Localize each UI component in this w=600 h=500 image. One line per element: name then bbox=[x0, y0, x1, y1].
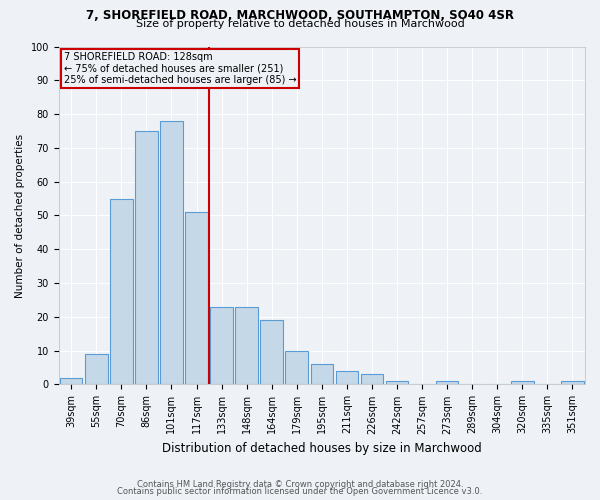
Bar bbox=[511, 381, 533, 384]
Bar bbox=[335, 371, 358, 384]
Bar bbox=[160, 121, 183, 384]
Text: Contains public sector information licensed under the Open Government Licence v3: Contains public sector information licen… bbox=[118, 487, 482, 496]
Bar bbox=[60, 378, 82, 384]
Bar bbox=[110, 198, 133, 384]
Bar bbox=[561, 381, 584, 384]
Bar bbox=[135, 131, 158, 384]
Text: 7 SHOREFIELD ROAD: 128sqm
← 75% of detached houses are smaller (251)
25% of semi: 7 SHOREFIELD ROAD: 128sqm ← 75% of detac… bbox=[64, 52, 296, 85]
Bar bbox=[286, 350, 308, 384]
Y-axis label: Number of detached properties: Number of detached properties bbox=[15, 134, 25, 298]
Text: 7, SHOREFIELD ROAD, MARCHWOOD, SOUTHAMPTON, SO40 4SR: 7, SHOREFIELD ROAD, MARCHWOOD, SOUTHAMPT… bbox=[86, 9, 514, 22]
Bar bbox=[185, 212, 208, 384]
Bar bbox=[311, 364, 333, 384]
Text: Contains HM Land Registry data © Crown copyright and database right 2024.: Contains HM Land Registry data © Crown c… bbox=[137, 480, 463, 489]
Text: Size of property relative to detached houses in Marchwood: Size of property relative to detached ho… bbox=[136, 19, 464, 29]
Bar bbox=[386, 381, 408, 384]
Bar bbox=[85, 354, 107, 384]
Bar bbox=[235, 306, 258, 384]
X-axis label: Distribution of detached houses by size in Marchwood: Distribution of detached houses by size … bbox=[162, 442, 482, 455]
Bar bbox=[436, 381, 458, 384]
Bar bbox=[361, 374, 383, 384]
Bar bbox=[210, 306, 233, 384]
Bar bbox=[260, 320, 283, 384]
